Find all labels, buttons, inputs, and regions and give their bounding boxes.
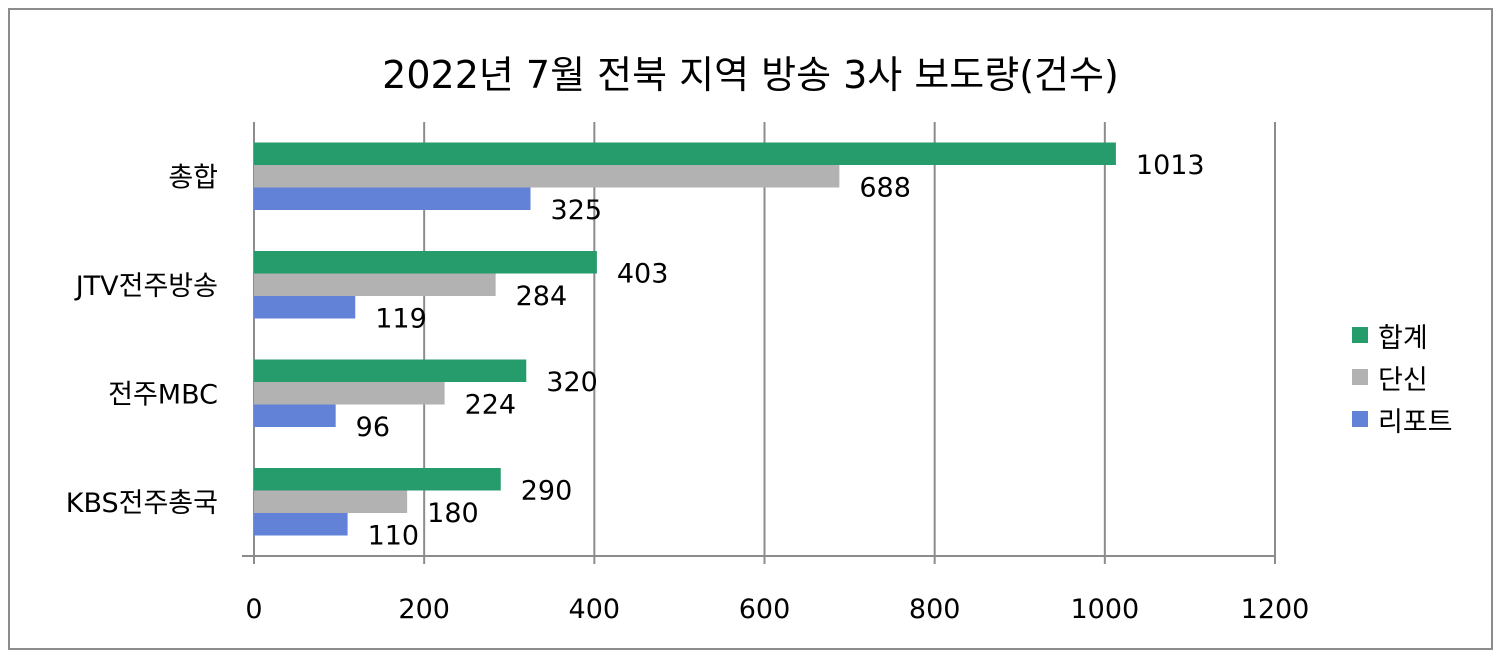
x-tick-label: 800 bbox=[909, 594, 961, 625]
data-label: 325 bbox=[551, 195, 603, 226]
x-tick-label: 600 bbox=[739, 594, 791, 625]
legend-swatch bbox=[1352, 369, 1368, 385]
category-label: 총합 bbox=[168, 162, 218, 193]
legend-swatch bbox=[1352, 411, 1368, 427]
legend-item: 리포트 bbox=[1352, 398, 1453, 440]
bar bbox=[254, 382, 445, 405]
bar bbox=[254, 251, 597, 274]
data-label: 224 bbox=[465, 389, 517, 420]
legend-item: 합계 bbox=[1352, 314, 1453, 356]
legend-label: 리포트 bbox=[1378, 406, 1453, 438]
data-label: 110 bbox=[368, 520, 420, 551]
chart-title: 2022년 7월 전북 지역 방송 3사 보도량(건수) bbox=[382, 53, 1119, 97]
bar bbox=[254, 513, 348, 536]
bar bbox=[254, 187, 531, 210]
x-tick-label: 1000 bbox=[1070, 594, 1139, 625]
bar bbox=[254, 359, 527, 382]
bar bbox=[254, 165, 840, 188]
legend-label: 합계 bbox=[1378, 322, 1428, 354]
bar bbox=[254, 296, 356, 319]
x-tick-label: 0 bbox=[245, 594, 262, 625]
data-label: 1013 bbox=[1136, 150, 1205, 181]
data-label: 688 bbox=[859, 172, 911, 203]
category-label: 전주MBC bbox=[108, 379, 218, 410]
bar bbox=[254, 404, 336, 427]
data-label: 96 bbox=[356, 412, 390, 443]
data-label: 284 bbox=[516, 281, 568, 312]
category-label: KBS전주총국 bbox=[66, 488, 218, 519]
bar bbox=[254, 490, 408, 513]
x-tick-label: 400 bbox=[569, 594, 621, 625]
bar bbox=[254, 273, 496, 296]
bar bbox=[254, 142, 1116, 165]
data-label: 290 bbox=[521, 475, 573, 506]
data-label: 320 bbox=[546, 367, 598, 398]
data-label: 119 bbox=[375, 303, 427, 334]
data-label: 180 bbox=[427, 498, 479, 529]
x-tick-label: 1200 bbox=[1241, 594, 1310, 625]
x-tick-label: 200 bbox=[398, 594, 450, 625]
data-label: 403 bbox=[617, 258, 669, 289]
bar bbox=[254, 468, 501, 491]
legend-label: 단신 bbox=[1378, 364, 1428, 396]
category-label: JTV전주방송 bbox=[74, 271, 218, 302]
legend-item: 단신 bbox=[1352, 356, 1453, 398]
chart-frame bbox=[8, 8, 1493, 650]
legend-swatch bbox=[1352, 327, 1368, 343]
